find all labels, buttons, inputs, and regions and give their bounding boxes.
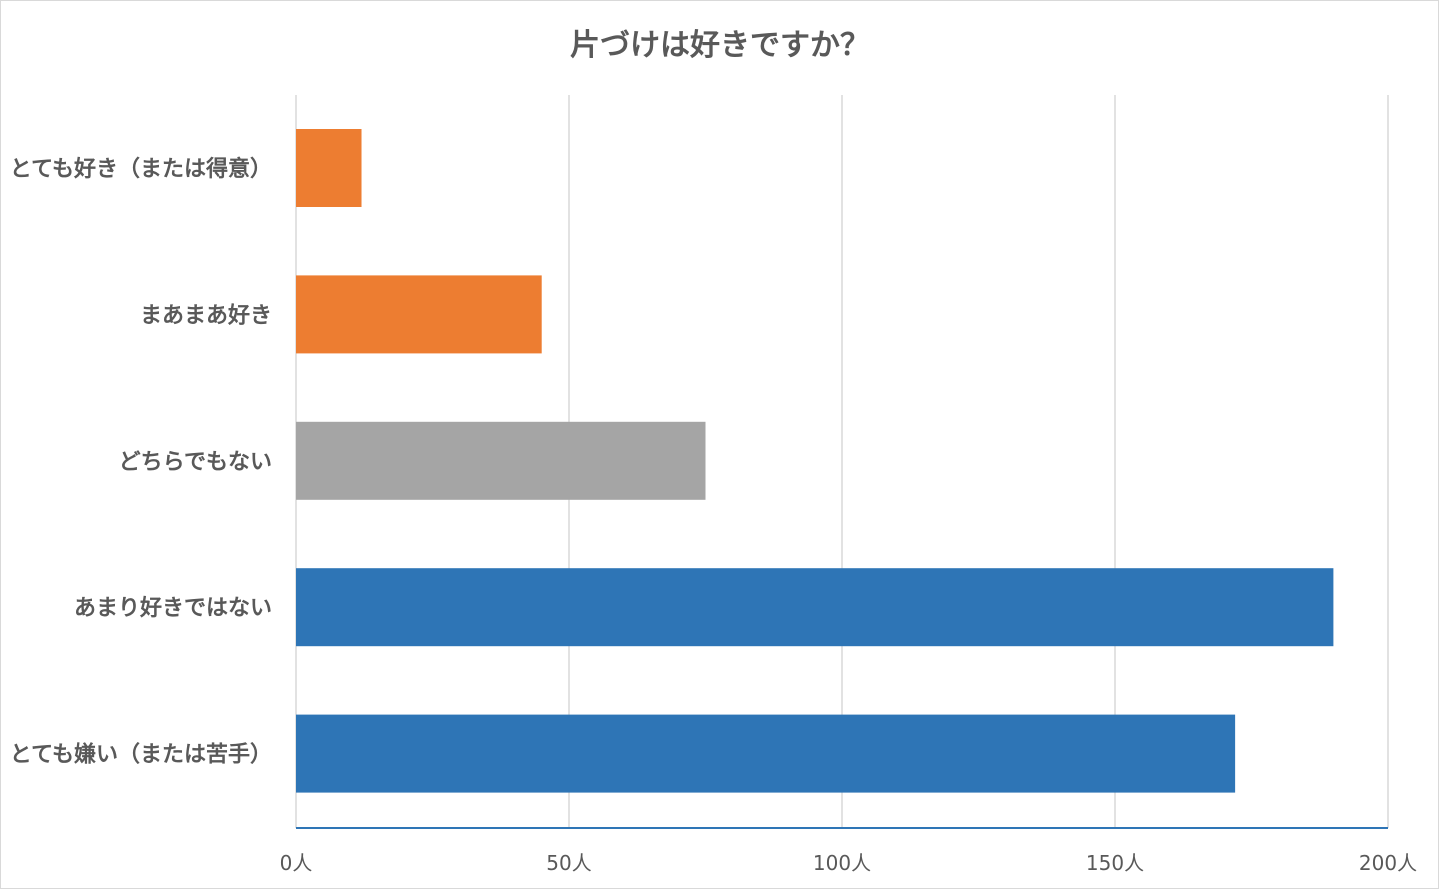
category-label: どちらでもない (119, 450, 272, 475)
bar (296, 275, 542, 354)
bars (296, 129, 1334, 793)
category-labels: とても好き（または得意） まあまあ好きどちらでもないあまり好きではないとても嫌い（… (10, 156, 272, 768)
x-tick-label: 200人 (1359, 851, 1417, 875)
category-label: まあまあ好き (140, 302, 272, 328)
bar (296, 568, 1334, 647)
chart-title: 片づけは好きですか？ (570, 28, 870, 63)
bar (296, 129, 362, 207)
category-label: とても嫌い（または苦手） (10, 742, 272, 768)
bar (296, 714, 1236, 793)
x-tick-label: 50人 (546, 851, 591, 875)
x-tick-label: 150人 (1086, 851, 1144, 875)
category-label: あまり好きではない (74, 595, 272, 621)
bar (296, 421, 706, 500)
category-label: とても好き（または得意） (10, 156, 272, 182)
x-tick-label: 0人 (280, 851, 313, 875)
x-tick-label: 100人 (813, 851, 871, 875)
tick-labels: 0人 50人 100人 150人 200人 (280, 851, 1417, 875)
